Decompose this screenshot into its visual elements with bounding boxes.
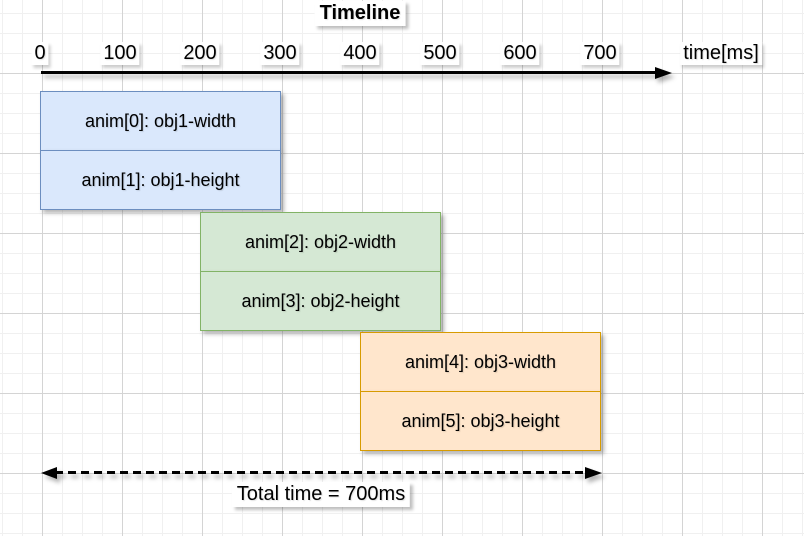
axis-arrow-line[interactable] <box>41 66 672 79</box>
anim-bar-4[interactable]: anim[4]: obj3-width <box>360 332 601 392</box>
anim-bar-2-label: anim[2]: obj2-width <box>244 231 397 252</box>
anim-bar-3[interactable]: anim[3]: obj2-height <box>200 271 441 331</box>
anim-bar-2[interactable]: anim[2]: obj2-width <box>200 212 441 272</box>
total-arrowhead-right-icon <box>585 466 602 479</box>
axis-tick-700: 700 <box>580 42 620 65</box>
anim-bar-0-label: anim[0]: obj1-width <box>84 110 237 131</box>
anim-bar-5-label: anim[5]: obj3-height <box>401 410 560 431</box>
axis-tick-300: 300 <box>260 42 300 65</box>
anim-bar-3-label: anim[3]: obj2-height <box>241 290 400 311</box>
anim-group-obj2: anim[2]: obj2-width anim[3]: obj2-height <box>200 212 441 331</box>
total-dashed-line <box>55 471 586 474</box>
anim-bar-1-label: anim[1]: obj1-height <box>81 169 240 190</box>
axis-unit-label: time[ms] <box>680 42 762 65</box>
anim-group-obj3: anim[4]: obj3-width anim[5]: obj3-height <box>360 332 601 451</box>
total-time-arrow[interactable] <box>41 466 602 479</box>
total-arrowhead-left-icon <box>41 466 57 479</box>
anim-bar-1[interactable]: anim[1]: obj1-height <box>40 150 281 210</box>
axis-tick-200: 200 <box>180 42 220 65</box>
anim-group-obj1: anim[0]: obj1-width anim[1]: obj1-height <box>40 91 281 210</box>
anim-bar-4-label: anim[4]: obj3-width <box>404 351 557 372</box>
axis-line <box>41 71 657 74</box>
anim-bar-0[interactable]: anim[0]: obj1-width <box>40 91 281 151</box>
axis-arrowhead-icon <box>655 66 672 79</box>
axis-tick-500: 500 <box>420 42 460 65</box>
axis-tick-600: 600 <box>500 42 540 65</box>
anim-bar-5[interactable]: anim[5]: obj3-height <box>360 391 601 451</box>
diagram-title[interactable]: Timeline <box>314 1 406 26</box>
axis-tick-0: 0 <box>31 42 49 65</box>
axis-tick-400: 400 <box>340 42 380 65</box>
axis-tick-100: 100 <box>100 42 140 65</box>
total-time-label[interactable]: Total time = 700ms <box>231 482 411 507</box>
